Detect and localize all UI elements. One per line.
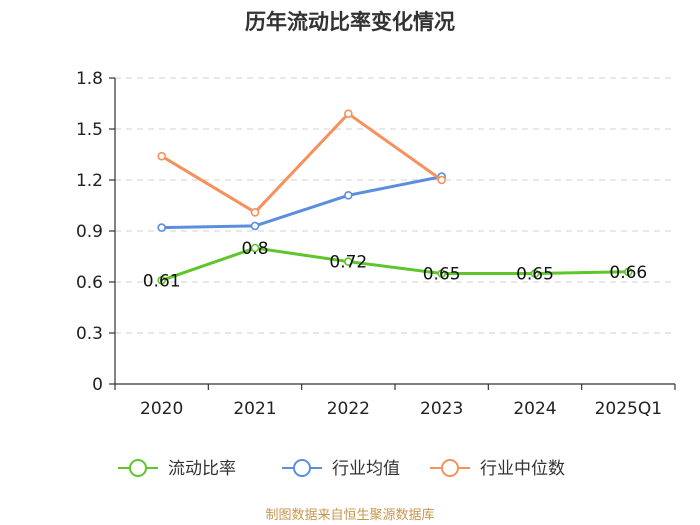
legend-label-0: 流动比率: [168, 459, 236, 479]
data-label: 0.8: [241, 239, 268, 259]
x-tick-label: 2021: [233, 399, 276, 419]
series-point-1: [344, 191, 353, 200]
series-point-1: [250, 221, 260, 231]
chart-title: 历年流动比率变化情况: [245, 10, 455, 34]
series-point-0: [624, 267, 633, 277]
series-point-1: [157, 223, 166, 232]
series-point-0: [437, 269, 446, 278]
legend-label-2: 行业中位数: [480, 459, 565, 479]
x-tick-label: 2023: [420, 399, 463, 419]
axes: 0 0.3 0.6 0.9 1.2 1.5 1.8 2020 2021 2022 2023 2024 2…: [76, 69, 676, 419]
series: [157, 109, 633, 285]
legend-marker-2: [441, 459, 459, 477]
series-point-2: [250, 208, 260, 217]
grid: [115, 77, 675, 334]
data-label: 0.65: [423, 265, 461, 285]
x-tick-label: 2025Q1: [595, 399, 662, 419]
data-label: 0.66: [609, 263, 647, 283]
data-label: 0.72: [329, 253, 367, 273]
legend: 流动比率 行业均值 行业中位数: [118, 459, 565, 479]
y-tick-label: 0.6: [76, 273, 103, 293]
series-point-0: [157, 275, 166, 285]
legend-marker-1: [293, 459, 311, 477]
series-point-0: [530, 269, 540, 278]
series-line-2: [160, 112, 443, 214]
legend-marker-0: [129, 459, 147, 477]
data-labels: 0.61 0.8 0.72 0.65 0.65 0.66: [143, 239, 648, 291]
y-tick-label: 1.2: [76, 171, 103, 191]
series-line-0: [161, 246, 629, 282]
x-tick-label: 2022: [327, 399, 370, 419]
y-tick-label: 0: [92, 375, 103, 395]
y-tick-label: 0.3: [76, 324, 103, 344]
data-label: 0.65: [516, 265, 554, 285]
series-point-0: [250, 243, 260, 253]
y-tick-label: 1.5: [76, 120, 103, 140]
series-point-0: [344, 257, 353, 266]
y-tick-label: 0.9: [76, 222, 103, 242]
y-tick-label: 1.8: [76, 69, 103, 89]
source-note: 制图数据来自恒生聚源数据库: [265, 507, 434, 523]
series-point-2: [437, 175, 446, 185]
series-point-2: [344, 109, 353, 118]
series-point-2: [157, 151, 166, 161]
x-tick-label: 2024: [513, 399, 556, 419]
x-tick-label: 2020: [140, 399, 183, 419]
series-line-1: [161, 175, 442, 230]
legend-label-1: 行业均值: [332, 459, 400, 479]
data-label: 0.61: [143, 271, 181, 291]
